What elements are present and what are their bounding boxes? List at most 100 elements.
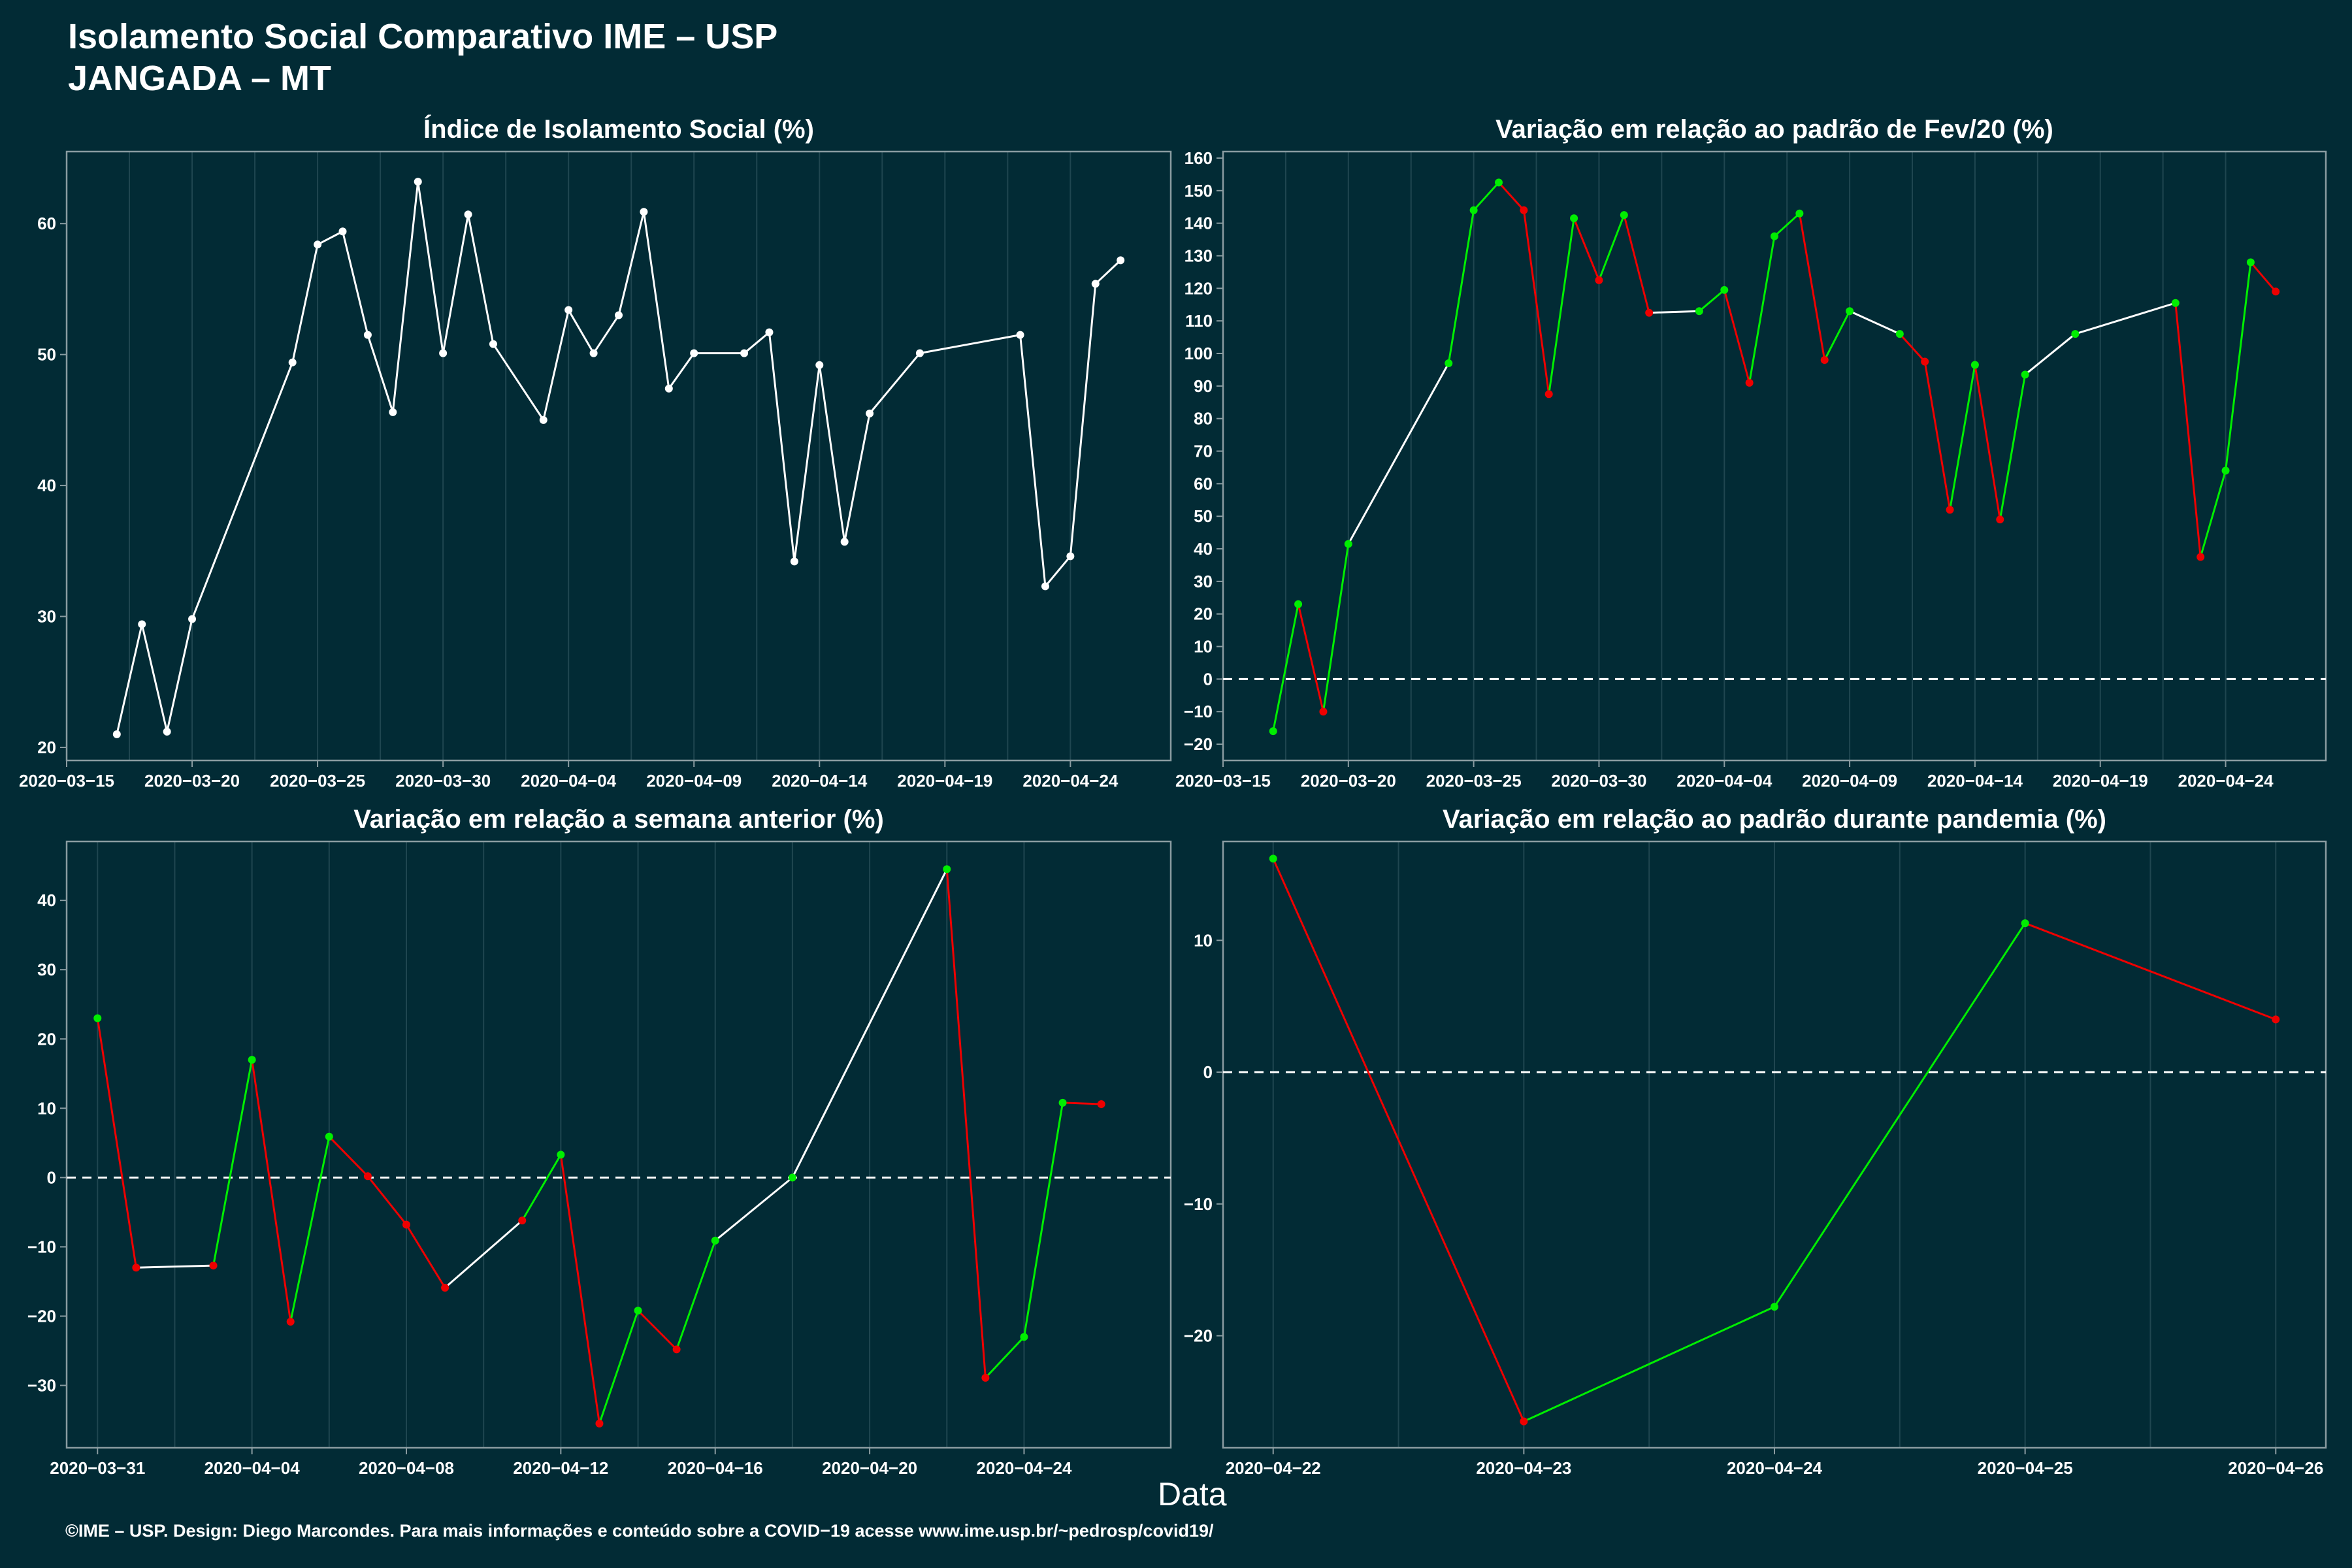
- series-segment: [1748, 236, 1776, 384]
- data-point: [589, 349, 598, 357]
- data-point: [1695, 307, 1703, 316]
- data-point: [1520, 206, 1528, 214]
- series-segment: [743, 331, 770, 354]
- series-segment: [637, 1309, 678, 1350]
- data-point: [711, 1236, 719, 1245]
- y-tick-label: 0: [1203, 1062, 1213, 1082]
- x-tick-label: 2020−03−20: [1301, 771, 1396, 791]
- series-segment: [768, 332, 796, 562]
- data-point: [248, 1056, 256, 1064]
- data-point: [325, 1132, 333, 1141]
- series-segment: [1322, 544, 1350, 712]
- y-tick-label: −10: [1184, 1194, 1213, 1214]
- data-point: [314, 240, 322, 249]
- series-segment: [945, 869, 987, 1378]
- data-point: [1294, 600, 1303, 608]
- chart-title: Isolamento Social Comparativo IME – USP: [68, 17, 778, 56]
- series-segment: [1019, 335, 1047, 587]
- series-segment: [1649, 310, 1699, 314]
- series-segment: [1447, 210, 1475, 364]
- data-point: [1570, 214, 1578, 223]
- x-tick-label: 2020−04−24: [1022, 771, 1119, 791]
- plot-border: [1222, 150, 2327, 762]
- series-segment: [140, 624, 169, 732]
- series-segment: [1849, 310, 1901, 335]
- series-segment: [1923, 361, 1952, 510]
- series-segment: [1497, 182, 1525, 211]
- data-point: [1720, 286, 1729, 294]
- plot-border: [65, 840, 1172, 1449]
- y-tick-label: −20: [1184, 1326, 1213, 1346]
- series-segment: [521, 1154, 562, 1221]
- y-tick-label: 30: [37, 607, 56, 627]
- data-point: [1117, 256, 1125, 265]
- y-tick-label: 120: [1184, 278, 1213, 298]
- series-segment: [985, 1336, 1025, 1379]
- x-tick-label: 2020−04−26: [2228, 1458, 2323, 1478]
- series-segment: [2025, 922, 2276, 1021]
- x-tick-label: 2020−04−19: [2053, 771, 2148, 791]
- series-segment: [598, 1310, 639, 1424]
- panel-title-variation-pandemic: Variação em relação ao padrão durante pa…: [1443, 805, 2106, 834]
- data-point: [915, 349, 924, 357]
- series-segment: [1272, 604, 1299, 732]
- data-point: [1846, 307, 1854, 316]
- data-point: [539, 416, 547, 424]
- data-point: [1771, 1303, 1778, 1311]
- series-segment: [668, 352, 695, 389]
- plot-border: [65, 150, 1172, 762]
- series-segment: [1573, 218, 1600, 281]
- footer-caption: ©IME – USP. Design: Diego Marcondes. Par…: [65, 1521, 1214, 1541]
- data-point: [414, 178, 422, 186]
- data-point: [1795, 209, 1804, 218]
- y-tick-label: −20: [1184, 734, 1213, 754]
- series-segment: [2199, 470, 2227, 557]
- series-segment: [166, 619, 193, 732]
- series-segment: [251, 1059, 292, 1322]
- series-segment: [1698, 289, 1725, 312]
- series-segment: [492, 343, 545, 421]
- series-segment: [793, 365, 821, 562]
- series-segment: [542, 310, 570, 421]
- panel-title-isolation-index: Índice de Isolamento Social (%): [423, 115, 814, 144]
- data-point: [1544, 390, 1553, 399]
- series-segment: [317, 230, 344, 246]
- x-tick-label: 2020−04−20: [822, 1458, 917, 1478]
- y-tick-label: 40: [1194, 539, 1213, 559]
- series-segment: [593, 314, 620, 354]
- data-point: [363, 331, 372, 339]
- series-segment: [1773, 212, 1801, 237]
- data-point: [338, 227, 347, 236]
- y-tick-label: 60: [37, 214, 56, 233]
- series-segment: [342, 231, 369, 335]
- y-tick-label: 40: [37, 476, 56, 495]
- data-point: [1016, 331, 1024, 339]
- y-tick-label: 20: [1194, 604, 1213, 624]
- series-segment: [136, 1264, 214, 1269]
- series-segment: [642, 211, 670, 389]
- data-point: [815, 361, 824, 369]
- series-segment: [1473, 182, 1500, 211]
- series-segment: [1347, 363, 1450, 545]
- series-segment: [919, 334, 1021, 355]
- data-point: [1469, 206, 1478, 214]
- data-point: [1097, 1100, 1105, 1108]
- y-tick-label: 110: [1185, 311, 1213, 331]
- series-segment: [818, 365, 846, 542]
- x-tick-label: 2020−04−24: [976, 1458, 1072, 1478]
- data-point: [788, 1173, 796, 1182]
- x-tick-label: 2020−03−30: [1551, 771, 1646, 791]
- series-segment: [367, 1175, 408, 1226]
- y-tick-label: 70: [1194, 442, 1213, 461]
- series-segment: [1272, 858, 1525, 1422]
- data-point: [664, 384, 673, 393]
- data-point: [1066, 552, 1075, 561]
- data-point: [2197, 553, 2205, 561]
- panel-2: −30 −20 −10 0 10 20 30 40 2020−03−31 2020−04−04 20…: [27, 840, 1172, 1478]
- panel-title-variation-week: Variação em relação a semana anterior (%…: [353, 805, 884, 834]
- data-point: [441, 1284, 449, 1292]
- y-tick-label: 130: [1184, 246, 1213, 265]
- x-tick-label: 2020−04−04: [521, 771, 617, 791]
- x-tick-label: 2020−04−14: [772, 771, 868, 791]
